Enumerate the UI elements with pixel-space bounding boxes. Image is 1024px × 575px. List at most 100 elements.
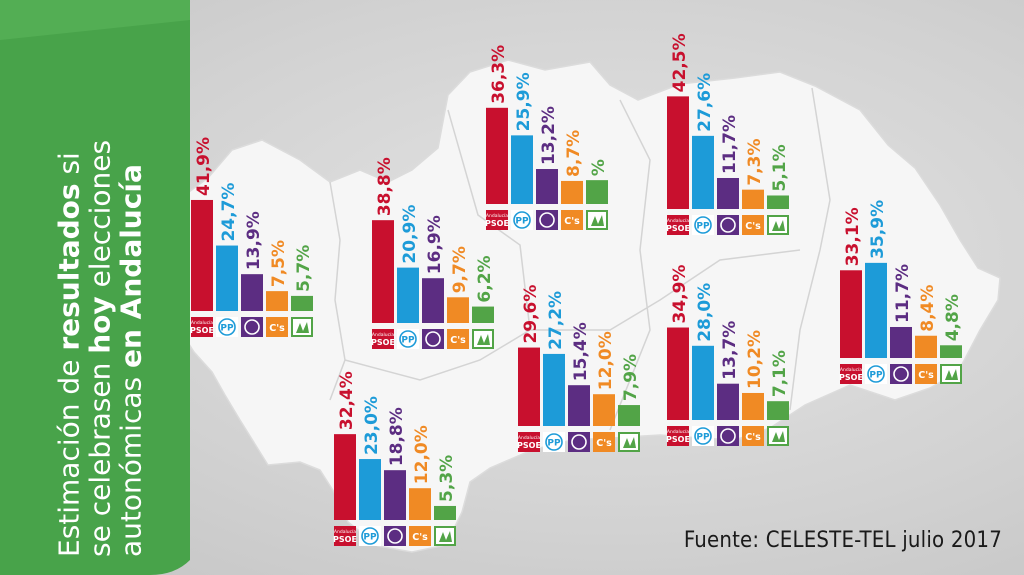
iu-logo: [767, 215, 789, 235]
province-border: [329, 181, 346, 401]
bar-iu: [434, 505, 456, 520]
psoe-logo: [372, 329, 394, 349]
value-label-podemos: 11,7%: [720, 115, 740, 174]
iu-logo-mark: [591, 215, 604, 226]
podemos-logo-circle: [539, 212, 555, 228]
iu-logo: [586, 210, 608, 230]
cs-logo: [266, 317, 288, 337]
value-label-pp: 20,9%: [400, 205, 420, 264]
podemos-logo-circle: [720, 428, 736, 444]
iu-logo-mark: [772, 220, 785, 231]
pp-logo-circle: [867, 365, 885, 383]
value-label-cs: 9,7%: [450, 246, 470, 293]
pp-logo-circle: [218, 318, 236, 336]
bar-psoe: [840, 270, 862, 358]
cs-logo-text: C's: [745, 221, 761, 232]
psoe-logo-text: PSOE: [517, 441, 541, 450]
iu-logo: [618, 432, 640, 452]
iu-logo: [291, 317, 313, 337]
province-border: [789, 87, 831, 411]
bar-psoe: [486, 107, 508, 204]
iu-logo-mark: [477, 334, 490, 345]
bar-cs: [742, 189, 764, 209]
cs-logo: [561, 210, 583, 230]
value-label-psoe: 38,8%: [375, 157, 395, 216]
cs-logo-text: C's: [564, 216, 580, 227]
podemos-logo-circle: [425, 331, 441, 347]
psoe-logo-region: Andalucía: [518, 434, 540, 441]
value-label-cs: 7,3%: [745, 138, 765, 185]
bar-cs: [593, 394, 615, 426]
podemos-logo-circle: [387, 528, 403, 544]
bar-psoe: [667, 96, 689, 209]
iu-logo: [940, 364, 962, 384]
pp-logo-circle: [513, 211, 531, 229]
iu-logo: [767, 426, 789, 446]
pp-logo-text: PP: [220, 324, 234, 334]
cs-logo-text: C's: [269, 323, 285, 334]
province-border: [344, 249, 801, 381]
value-label-iu: 5,3%: [437, 455, 457, 502]
value-label-cs: 12,0%: [596, 331, 616, 390]
iu-logo-mark: [439, 531, 452, 542]
value-label-iu: 4,8%: [943, 294, 963, 341]
value-label-iu: 5,1%: [770, 144, 790, 191]
pp-logo-text: PP: [515, 217, 529, 227]
psoe-logo: [667, 215, 689, 235]
bar-psoe: [334, 434, 356, 520]
value-label-podemos: 13,2%: [539, 106, 559, 165]
psoe-logo-text: PSOE: [666, 435, 690, 444]
bar-pp: [511, 135, 533, 204]
pp-logo-circle: [694, 216, 712, 234]
bar-psoe: [667, 327, 689, 420]
banner-background: [0, 0, 190, 575]
bar-cs: [742, 392, 764, 420]
psoe-logo: [840, 364, 862, 384]
iu-logo: [472, 329, 494, 349]
psoe-logo-text: PSOE: [666, 224, 690, 233]
bar-pp: [692, 135, 714, 209]
podemos-logo-circle: [571, 434, 587, 450]
cs-logo-text: C's: [745, 432, 761, 443]
pp-logo-circle: [399, 330, 417, 348]
iu-logo: [434, 526, 456, 546]
psoe-logo-region: Andalucía: [667, 217, 689, 224]
bar-iu: [291, 295, 313, 311]
pp-logo-text: PP: [696, 433, 710, 443]
value-label-cs: 10,2%: [745, 330, 765, 389]
cs-logo: [409, 526, 431, 546]
value-label-psoe: 29,6%: [521, 285, 541, 344]
value-label-psoe: 33,1%: [843, 207, 863, 266]
bar-iu: [767, 195, 789, 209]
bar-pp: [543, 353, 565, 426]
psoe-logo-region: Andalucía: [486, 212, 508, 219]
psoe-logo-region: Andalucía: [840, 366, 862, 373]
value-label-pp: 25,9%: [514, 72, 534, 131]
cs-logo: [915, 364, 937, 384]
value-label-pp: 27,2%: [546, 291, 566, 350]
bar-podemos: [890, 326, 912, 358]
psoe-logo: [518, 432, 540, 452]
psoe-logo-region: Andalucía: [667, 428, 689, 435]
value-label-pp: 28,0%: [695, 283, 715, 342]
cs-logo: [742, 215, 764, 235]
bar-iu: [767, 401, 789, 420]
psoe-logo-region: Andalucía: [372, 331, 394, 338]
pp-logo-circle: [694, 427, 712, 445]
psoe-logo-text: PSOE: [190, 326, 214, 335]
bar-iu: [618, 405, 640, 426]
podemos-logo-circle: [244, 319, 260, 335]
bar-cs: [409, 488, 431, 520]
cs-logo-text: C's: [412, 532, 428, 543]
pp-logo-circle: [545, 433, 563, 451]
psoe-logo-text: PSOE: [839, 373, 863, 382]
bar-cs: [561, 180, 583, 204]
value-label-iu: %: [589, 159, 609, 176]
psoe-logo: [486, 210, 508, 230]
value-label-pp: 24,7%: [219, 183, 239, 242]
